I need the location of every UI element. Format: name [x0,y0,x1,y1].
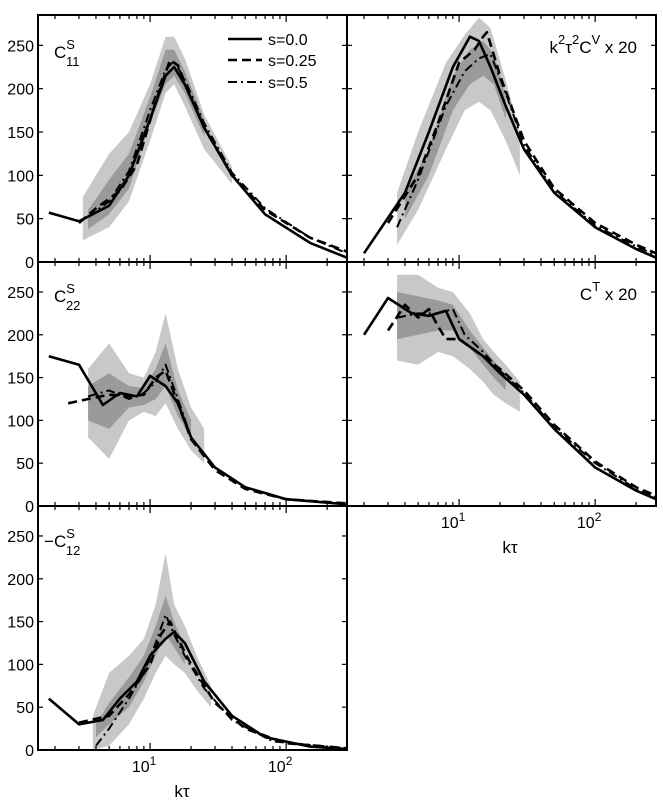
y-tick-label: 0 [25,743,34,760]
panel-title: −CS 12 [44,526,80,558]
series-line-dashed [67,369,347,505]
y-tick-label: 200 [7,82,34,99]
panel-c11s: 0 50 100 150 200 250 CS 11 [7,14,348,272]
y-tick-label: 0 [25,499,34,516]
x-tick-label: 101 [132,754,157,776]
panel-title: k2τ2CV x 20 [550,32,638,57]
y-tick-label: 250 [7,38,34,55]
uncertainty-band-dark [397,292,506,391]
legend-label-s0: s=0.0 [268,32,308,49]
y-tick-label: 250 [7,285,34,302]
y-tick-label: 200 [7,328,34,345]
y-tick-label: 50 [16,212,34,229]
y-tick-label: 50 [16,456,34,473]
y-tick-label: 150 [7,125,34,142]
y-tick-label: 0 [25,255,34,272]
x-axis-label-right: kτ [502,538,518,557]
y-tick-label: 100 [7,413,34,430]
series-line-dashed [78,620,347,750]
legend-label-s025: s=0.25 [268,53,317,70]
series-line-dashdot [95,613,347,750]
panel-title: CT x 20 [580,279,637,304]
y-tick-label: 100 [7,657,34,674]
series-line-dashed [386,303,656,497]
legend-label-s05: s=0.5 [268,75,308,92]
axes-frame [37,505,348,751]
panel-ct: 101 102 CT x 20 [346,261,657,532]
x-tick-label: 102 [268,754,293,776]
y-tick-label: 250 [7,529,34,546]
panel-c12s: 0 50 100 150 200 250 101 102 −CS 12 [7,505,348,776]
series-line-dashdot [396,308,656,499]
series-line-dashed [78,58,347,253]
axes-frame [37,261,348,507]
legend: s=0.0 s=0.25 s=0.5 [228,32,317,92]
x-tick-label: 102 [577,510,602,532]
y-tick-label: 50 [16,700,34,717]
y-tick-label: 200 [7,572,34,589]
x-axis-label-left: kτ [174,782,190,801]
uncertainty-band-dark [88,49,205,230]
y-tick-label: 150 [7,615,34,632]
panel-cv: k2τ2CV x 20 [346,14,657,263]
series-line-dashdot [396,53,656,257]
panel-title: CS 22 [54,281,80,313]
uncertainty-band-light [397,17,520,245]
series-line-dashdot [87,59,347,255]
series-line-dashdot [87,363,347,506]
axes-frame [346,261,657,507]
panel-c22s: 0 50 100 150 200 250 CS 22 [7,261,348,516]
y-tick-label: 100 [7,168,34,185]
series-line-solid [362,35,656,259]
uncertainty-band-light [397,274,520,412]
series-line-solid [48,65,347,259]
x-tick-label: 101 [441,510,466,532]
panel-title: CS 11 [54,37,79,69]
y-tick-label: 150 [7,371,34,388]
series-line-dashed [386,30,656,255]
